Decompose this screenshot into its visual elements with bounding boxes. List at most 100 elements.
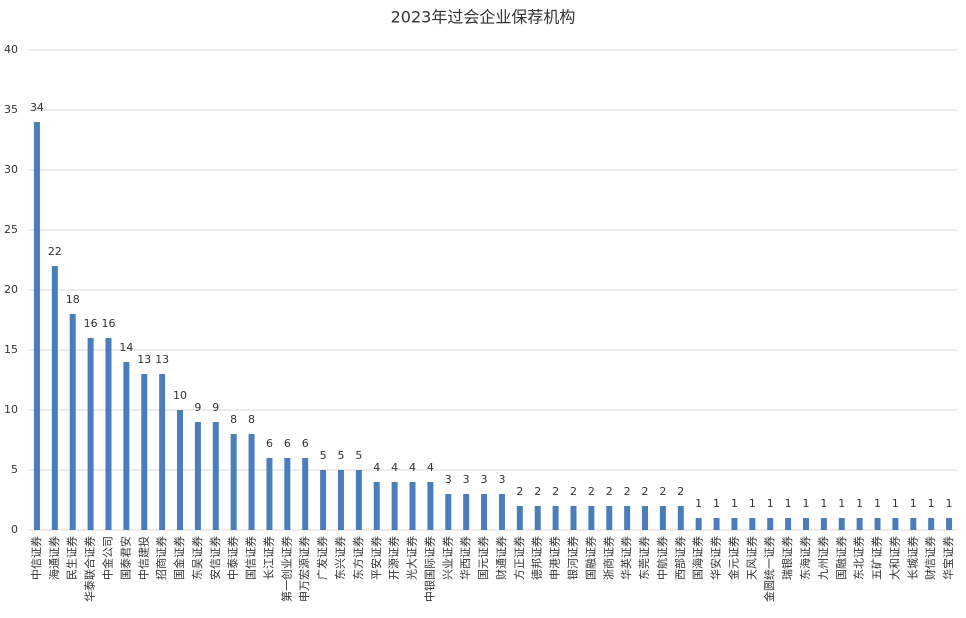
x-tick-label: 广发证券 bbox=[315, 536, 329, 580]
data-label: 6 bbox=[266, 437, 273, 450]
x-tick-label: 长江证券 bbox=[261, 536, 275, 580]
bar bbox=[695, 518, 702, 530]
bar bbox=[105, 338, 112, 530]
y-tick-label: 20 bbox=[4, 283, 18, 296]
x-tick-label: 大和证券 bbox=[887, 536, 901, 580]
x-tick-label: 国金证券 bbox=[172, 536, 186, 580]
data-label: 14 bbox=[119, 341, 133, 354]
data-label: 4 bbox=[391, 461, 398, 474]
x-tick-label: 中信建投 bbox=[136, 536, 150, 580]
x-tick-label: 国融证券 bbox=[583, 536, 597, 580]
data-label: 1 bbox=[802, 497, 809, 510]
x-tick-label: 五矿证券 bbox=[870, 536, 884, 580]
data-label: 6 bbox=[284, 437, 291, 450]
y-tick-label: 0 bbox=[11, 523, 18, 536]
data-label: 1 bbox=[820, 497, 827, 510]
bar bbox=[320, 470, 327, 530]
x-tick-label: 东方证券 bbox=[351, 536, 365, 580]
data-label: 2 bbox=[677, 485, 684, 498]
data-label: 1 bbox=[946, 497, 953, 510]
bar bbox=[355, 470, 362, 530]
x-tick-label: 中航证券 bbox=[655, 536, 669, 580]
bar bbox=[463, 494, 470, 530]
data-label: 2 bbox=[588, 485, 595, 498]
data-label: 2 bbox=[552, 485, 559, 498]
x-tick-label: 申港证券 bbox=[548, 536, 562, 580]
data-label: 2 bbox=[642, 485, 649, 498]
bar bbox=[409, 482, 416, 530]
x-tick-label: 东莞证券 bbox=[637, 536, 651, 580]
x-tick-label: 国泰君安 bbox=[118, 536, 132, 580]
x-tick-label: 长城证券 bbox=[905, 536, 919, 580]
x-tick-label: 国融证券 bbox=[834, 536, 848, 580]
bar bbox=[337, 470, 344, 530]
data-label: 1 bbox=[767, 497, 774, 510]
data-label: 3 bbox=[445, 473, 452, 486]
bar bbox=[820, 518, 827, 530]
x-tick-label: 浙商证券 bbox=[601, 536, 615, 580]
data-label: 18 bbox=[66, 293, 80, 306]
data-label: 4 bbox=[373, 461, 380, 474]
x-tick-label: 申万宏源证券 bbox=[297, 536, 311, 602]
bar bbox=[481, 494, 488, 530]
data-label: 1 bbox=[731, 497, 738, 510]
chart-title: 2023年过会企业保荐机构 bbox=[391, 8, 576, 27]
bar bbox=[516, 506, 523, 530]
y-tick-label: 5 bbox=[11, 463, 18, 476]
bar bbox=[194, 422, 201, 530]
data-label: 5 bbox=[320, 449, 327, 462]
x-tick-label: 第一创业证券 bbox=[279, 536, 293, 602]
data-label: 1 bbox=[695, 497, 702, 510]
x-tick-label: 财通证券 bbox=[494, 536, 508, 580]
data-label: 16 bbox=[101, 317, 115, 330]
x-tick-label: 国信证券 bbox=[244, 536, 258, 580]
x-tick-label: 东海证券 bbox=[798, 536, 812, 580]
x-tick-label: 财信证券 bbox=[923, 536, 937, 580]
x-tick-label: 天风证券 bbox=[744, 536, 758, 580]
y-tick-label: 35 bbox=[4, 103, 18, 116]
bar bbox=[284, 458, 291, 530]
bar bbox=[230, 434, 237, 530]
bar bbox=[570, 506, 577, 530]
bar bbox=[87, 338, 94, 530]
bar bbox=[33, 122, 40, 530]
data-label: 2 bbox=[534, 485, 541, 498]
data-label: 5 bbox=[337, 449, 344, 462]
bar bbox=[838, 518, 845, 530]
x-tick-label: 方正证券 bbox=[512, 536, 526, 580]
data-label: 13 bbox=[137, 353, 151, 366]
x-tick-label: 华安证券 bbox=[709, 536, 723, 580]
data-label: 4 bbox=[427, 461, 434, 474]
x-tick-label: 光大证券 bbox=[405, 536, 419, 580]
x-tick-label: 东北证券 bbox=[852, 536, 866, 580]
bar bbox=[51, 266, 58, 530]
x-tick-label: 平安证券 bbox=[369, 536, 383, 580]
bar bbox=[248, 434, 255, 530]
bar bbox=[713, 518, 720, 530]
x-tick-label: 国元证券 bbox=[476, 536, 490, 580]
bar bbox=[373, 482, 380, 530]
bar bbox=[624, 506, 631, 530]
x-tick-label: 金元证券 bbox=[726, 536, 740, 580]
y-tick-label: 40 bbox=[4, 43, 18, 56]
data-label: 1 bbox=[910, 497, 917, 510]
data-label: 2 bbox=[606, 485, 613, 498]
data-label: 4 bbox=[409, 461, 416, 474]
x-tick-label: 中银国际证券 bbox=[422, 536, 436, 602]
x-tick-label: 德邦证券 bbox=[530, 536, 544, 580]
bar bbox=[785, 518, 792, 530]
data-label: 8 bbox=[248, 413, 255, 426]
x-tick-label: 东兴证券 bbox=[333, 536, 347, 580]
bar bbox=[856, 518, 863, 530]
data-label: 1 bbox=[713, 497, 720, 510]
bar bbox=[892, 518, 899, 530]
data-label: 16 bbox=[84, 317, 98, 330]
bar bbox=[588, 506, 595, 530]
data-label: 1 bbox=[856, 497, 863, 510]
bar bbox=[498, 494, 505, 530]
data-label: 1 bbox=[785, 497, 792, 510]
bar bbox=[141, 374, 148, 530]
data-label: 1 bbox=[749, 497, 756, 510]
x-tick-label: 华英证券 bbox=[619, 536, 633, 580]
bar bbox=[928, 518, 935, 530]
